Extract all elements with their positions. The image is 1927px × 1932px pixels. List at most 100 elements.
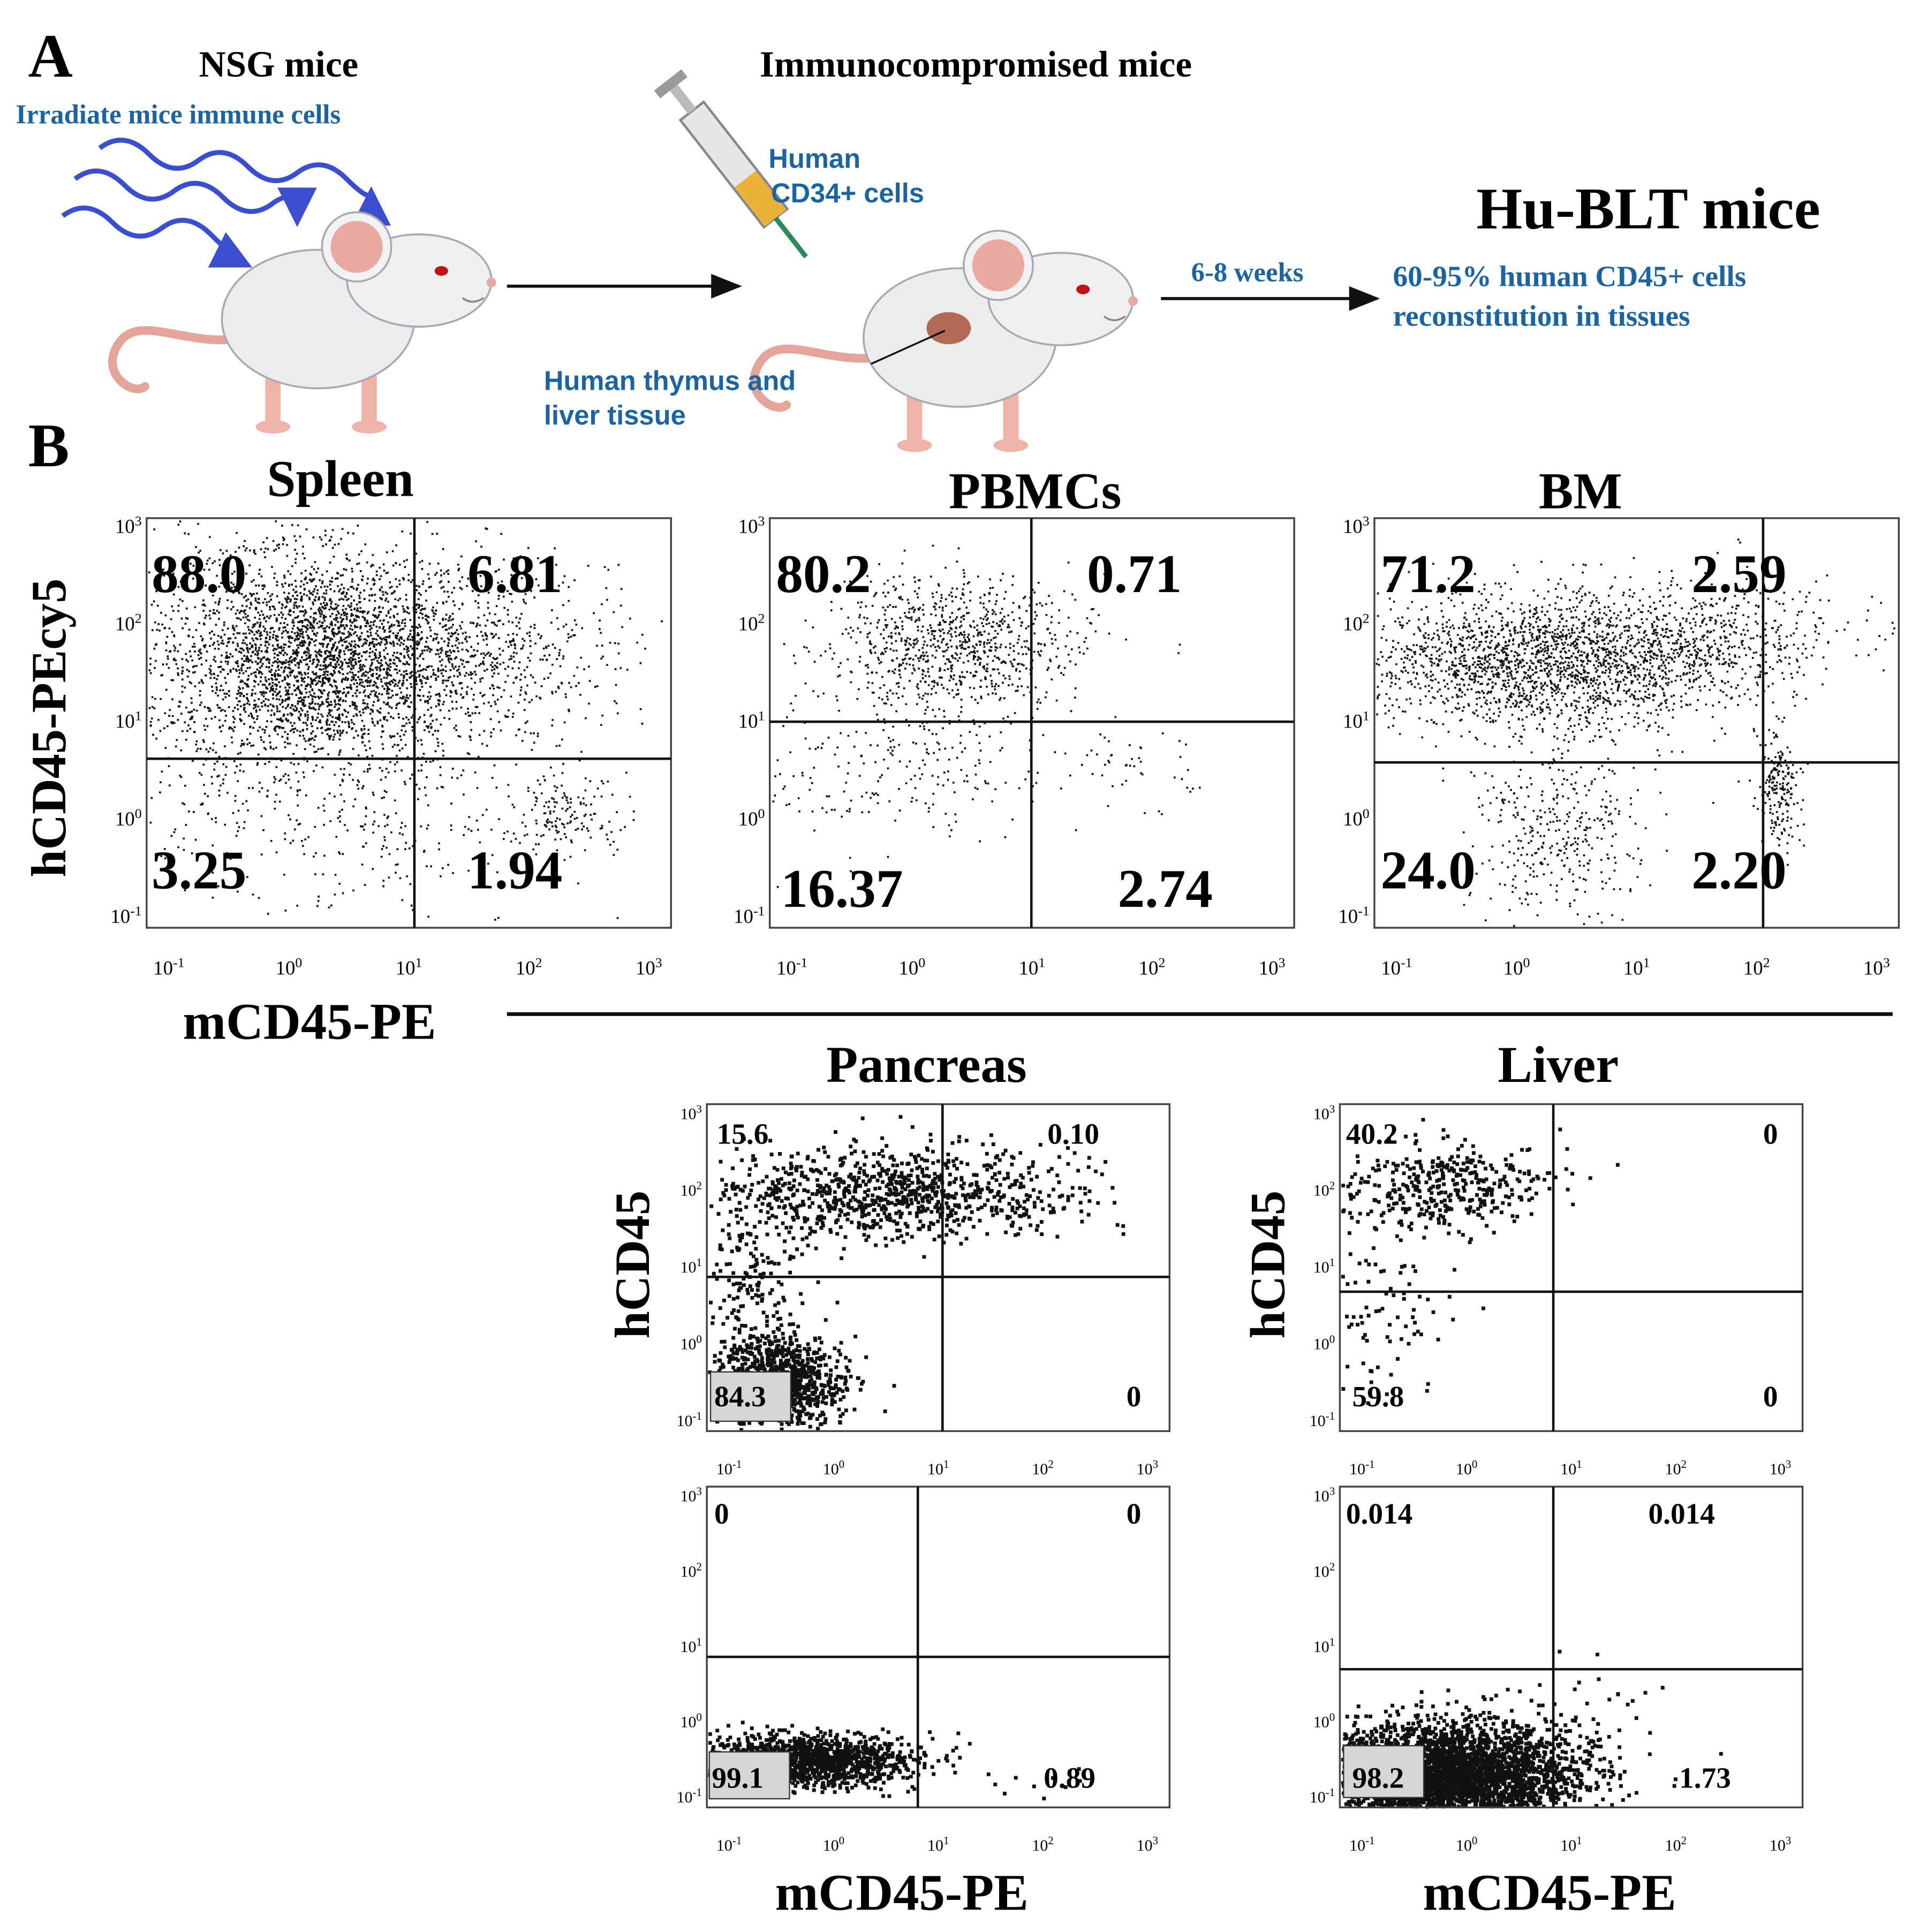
tick-label: 103	[1770, 1834, 1791, 1854]
tick-base: 10	[716, 1460, 732, 1478]
quadrant-value: 99.1	[712, 1761, 764, 1794]
tick-exponent: -1	[753, 903, 765, 918]
tick-exponent: 3	[135, 513, 142, 528]
tick-base: 10	[1560, 1460, 1576, 1478]
tick-label: 101	[681, 1635, 702, 1656]
quadrant-value: 2.59	[1691, 544, 1786, 604]
tick-label: 100	[115, 805, 142, 830]
tick-base: 10	[927, 1460, 943, 1478]
quadrant-value: 0	[1127, 1497, 1142, 1530]
tick-base: 10	[1863, 957, 1883, 979]
tick-base: 10	[396, 957, 415, 979]
quadrant-value: 71.2	[1380, 544, 1475, 604]
tick-label: 10-1	[1349, 1458, 1374, 1478]
tick-label: 100	[1343, 805, 1370, 830]
tick-base: 10	[1313, 1713, 1329, 1731]
tick-base: 10	[1665, 1837, 1681, 1854]
tick-exponent: 1	[696, 1635, 701, 1648]
tick-base: 10	[738, 613, 758, 635]
tick-label: 102	[738, 610, 765, 635]
tick-label: 101	[1560, 1834, 1582, 1854]
plot-title: Liver	[1498, 1036, 1619, 1093]
tick-label: 101	[396, 954, 422, 979]
tick-label: 10-1	[1381, 954, 1412, 979]
tick-exponent: 2	[758, 610, 765, 626]
tick-label: 103	[681, 1102, 702, 1123]
syringe	[654, 69, 808, 259]
tick-exponent: 1	[943, 1458, 949, 1471]
tick-exponent: 0	[1329, 1333, 1335, 1346]
tick-label: 103	[115, 513, 142, 537]
tick-label: 100	[1313, 1333, 1335, 1353]
plot-title: Spleen	[267, 450, 414, 507]
tick-base: 10	[738, 710, 758, 732]
quadrant-value: 88.0	[152, 544, 246, 604]
events	[148, 520, 663, 921]
tick-label: 10-1	[734, 903, 765, 927]
quadrant-value: 16.37	[781, 859, 903, 919]
quadrant-value: 0	[1763, 1117, 1778, 1150]
tick-base: 10	[1310, 1412, 1326, 1430]
tick-label: 102	[516, 954, 542, 979]
tick-base: 10	[636, 957, 655, 979]
tick-label: 103	[1313, 1485, 1335, 1505]
tick-base: 10	[681, 1488, 697, 1505]
plot-frame	[706, 1103, 1171, 1433]
tick-label: 102	[1313, 1179, 1335, 1200]
tick-base: 10	[927, 1837, 943, 1854]
result-note: reconstitution in tissues	[1393, 299, 1690, 332]
plot-title: BM	[1539, 462, 1622, 519]
tick-label: 10-1	[1310, 1786, 1335, 1806]
injection-label: CD34+ cells	[771, 178, 924, 208]
quadrant-value: 0	[1763, 1380, 1778, 1413]
quadrant-value: 2.74	[1118, 859, 1213, 919]
tick-exponent: 3	[1363, 513, 1370, 528]
tick-label: 103	[1137, 1834, 1158, 1854]
quadrant-value: 0.71	[1087, 544, 1182, 604]
tick-label: 100	[1456, 1458, 1477, 1478]
tick-base: 10	[1349, 1837, 1365, 1854]
quadrant-value: 1.73	[1679, 1761, 1731, 1794]
tick-exponent: 3	[1329, 1485, 1335, 1498]
tick-label: 103	[1137, 1458, 1158, 1478]
tick-exponent: 2	[1363, 610, 1370, 626]
tick-base: 10	[823, 1837, 839, 1854]
quadrant-value: 0.014	[1649, 1497, 1715, 1530]
tick-exponent: 0	[1363, 805, 1370, 821]
tick-label: 103	[1863, 954, 1890, 979]
step-note: Irradiate mice immune cells	[16, 99, 341, 129]
tick-base: 10	[1313, 1182, 1329, 1200]
ray	[73, 168, 317, 228]
tick-exponent: 1	[1329, 1256, 1335, 1269]
gate-box	[708, 1751, 790, 1800]
tick-base: 10	[677, 1412, 693, 1430]
tick-base: 10	[1381, 957, 1401, 979]
tick-exponent: 2	[1329, 1560, 1335, 1573]
quadrant-value: 6.81	[467, 544, 562, 604]
tick-exponent: 2	[696, 1179, 701, 1192]
tick-base: 10	[115, 613, 135, 635]
tick-base: 10	[1623, 957, 1643, 979]
tick-exponent: -1	[1365, 1834, 1374, 1847]
tick-exponent: 0	[696, 1333, 701, 1346]
tick-label: 103	[1770, 1458, 1791, 1478]
tick-label: 102	[681, 1560, 702, 1580]
tick-label: 10-1	[776, 954, 807, 979]
radiation	[61, 138, 391, 268]
tick-base: 10	[115, 710, 135, 732]
quadrant-value: 84.3	[714, 1380, 766, 1413]
tick-label: 100	[738, 805, 765, 830]
tick-label: 103	[1259, 954, 1286, 979]
tick-exponent: 1	[1329, 1635, 1335, 1648]
tick-base: 10	[898, 957, 918, 979]
tick-label: 101	[1560, 1458, 1582, 1478]
tick-base: 10	[681, 1563, 697, 1580]
tick-label: 102	[1313, 1560, 1335, 1580]
tick-exponent: 1	[696, 1256, 701, 1269]
tick-exponent: 3	[1786, 1834, 1791, 1847]
tick-base: 10	[1343, 808, 1363, 830]
tick-exponent: -1	[692, 1786, 701, 1799]
plot-frame	[1339, 1103, 1804, 1433]
tick-exponent: 1	[135, 708, 142, 723]
tick-exponent: -1	[732, 1834, 742, 1847]
